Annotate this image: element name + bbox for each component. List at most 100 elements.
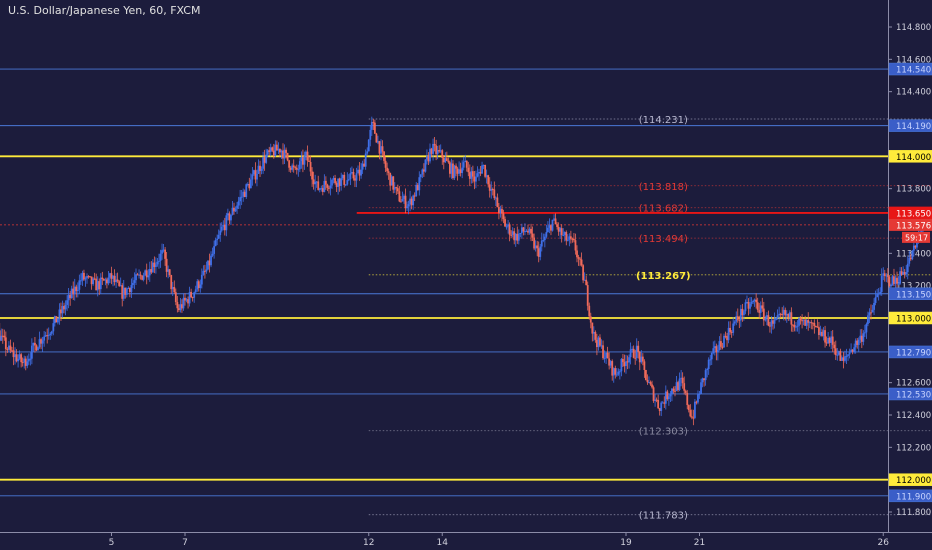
candle-body: [573, 238, 575, 241]
candle-body: [596, 339, 598, 348]
y-tick-label: 114.600: [896, 55, 931, 65]
candle-body: [193, 292, 196, 298]
candle-body: [107, 277, 110, 284]
candle-body: [498, 207, 500, 214]
candle-body: [32, 342, 35, 346]
candle-body: [138, 274, 140, 276]
candle-body: [831, 336, 834, 345]
candle-body: [265, 154, 268, 163]
candle-body: [839, 351, 842, 361]
candle-body: [427, 156, 430, 162]
candle-body: [796, 325, 799, 327]
candle-body: [150, 269, 153, 273]
candle-body: [274, 144, 277, 157]
candle-body: [539, 246, 542, 257]
candle-body: [392, 176, 395, 190]
candle-body: [231, 207, 234, 215]
candle-body: [306, 151, 309, 161]
candle-body: [217, 235, 220, 239]
candle-body: [684, 390, 687, 393]
candle-body: [187, 299, 189, 304]
candle-body: [395, 187, 398, 189]
price-label-text: 114.540: [896, 66, 931, 76]
candle-body: [626, 361, 629, 363]
candle-body: [246, 183, 249, 185]
candle-body: [739, 308, 742, 321]
candle-body: [903, 272, 906, 275]
candle-body: [700, 382, 702, 394]
candle-body: [326, 184, 329, 188]
candle-body: [562, 234, 565, 236]
candle-body: [801, 320, 803, 322]
candle-body: [770, 320, 773, 327]
candle-body: [773, 319, 776, 324]
candle-body: [412, 195, 415, 206]
candle-body: [769, 325, 771, 327]
candle-body: [128, 288, 131, 293]
candle-body: [242, 191, 245, 197]
candle-body: [335, 183, 338, 187]
candle-body: [857, 339, 860, 345]
candle-body: [533, 237, 536, 249]
candle-body: [99, 277, 102, 290]
candle-body: [775, 317, 777, 320]
candle-body: [132, 282, 134, 286]
candle-body: [444, 158, 447, 163]
price-label-text: 114.000: [896, 153, 931, 163]
candle-body: [502, 213, 505, 220]
candle-body: [453, 165, 456, 179]
candle-body: [687, 405, 690, 411]
candle-body: [332, 177, 335, 180]
fib-level-label: (111.783): [639, 511, 688, 522]
candle-body: [386, 167, 389, 172]
candle-body: [488, 184, 491, 191]
candle-body: [364, 153, 367, 167]
candle-body: [643, 361, 646, 371]
candle-body: [842, 357, 845, 361]
candle-body: [874, 297, 877, 303]
candle-body: [12, 350, 15, 358]
candle-body: [14, 354, 16, 358]
candle-body: [383, 151, 385, 161]
candle-body: [759, 305, 762, 313]
candle-body: [554, 218, 557, 225]
candle-body: [18, 354, 21, 359]
candle-body: [27, 358, 30, 362]
candle-body: [23, 358, 26, 363]
candle-body: [58, 309, 61, 319]
candle-body: [352, 172, 355, 179]
candle-body: [239, 197, 242, 202]
candle-body: [715, 346, 718, 353]
candle-body: [69, 294, 72, 299]
candle-body: [886, 275, 889, 277]
candle-body: [141, 275, 144, 280]
candle-body: [540, 240, 543, 247]
candle-body: [841, 357, 843, 361]
price-label-box: [888, 150, 932, 163]
candle-body: [461, 167, 464, 174]
candle-body: [109, 273, 111, 278]
candle-body: [387, 171, 390, 173]
candle-body: [366, 151, 369, 154]
candle-body: [220, 226, 223, 231]
candle-body: [501, 208, 503, 214]
candle-body: [288, 160, 291, 168]
candle-body: [883, 273, 886, 276]
candle-body: [753, 299, 756, 301]
candle-body: [389, 172, 392, 186]
candle-body: [115, 279, 117, 283]
candle-body: [450, 163, 453, 174]
candle-body: [641, 356, 644, 362]
candle-body: [551, 219, 554, 231]
candle-body: [53, 316, 56, 324]
candle-body: [765, 315, 768, 319]
candle-body: [133, 280, 136, 283]
candle-body: [6, 349, 9, 351]
candle-body: [701, 378, 704, 383]
candle-body: [254, 170, 257, 180]
candle-body: [490, 188, 493, 191]
candle-body: [459, 169, 462, 174]
candle-body: [256, 173, 258, 180]
candle-body: [899, 271, 901, 284]
